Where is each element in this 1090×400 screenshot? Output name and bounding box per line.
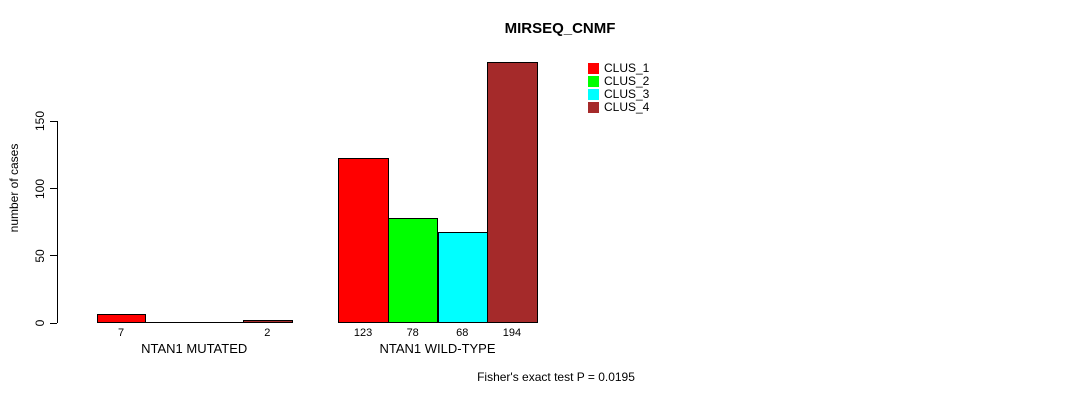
legend-label: CLUS_1 — [604, 61, 650, 75]
bar-value-label: 123 — [353, 327, 373, 339]
y-tick-mark — [50, 255, 57, 257]
bar-value-label: 2 — [264, 327, 271, 339]
bar-value-label: 7 — [118, 327, 125, 339]
x-category-label: NTAN1 MUTATED — [141, 341, 248, 356]
legend-label: CLUS_2 — [604, 74, 650, 88]
legend-item-clus_2: CLUS_2 — [588, 75, 649, 88]
legend-item-clus_3: CLUS_3 — [588, 88, 649, 101]
bar-value-label: 78 — [406, 327, 419, 339]
y-tick-label: 0 — [33, 319, 47, 327]
bar-clus_1-mutated — [96, 314, 147, 323]
legend-label: CLUS_3 — [604, 87, 650, 101]
legend-swatch-icon — [588, 76, 599, 87]
y-tick-label: 50 — [33, 249, 47, 263]
bar-value-label: 68 — [456, 327, 469, 339]
bar-clus_3-wildtype — [437, 232, 489, 323]
legend-swatch-icon — [588, 102, 599, 113]
x-category-label: NTAN1 WILD-TYPE — [379, 341, 496, 356]
zero-height-bar — [194, 322, 244, 323]
y-tick-mark — [50, 120, 57, 122]
legend-swatch-icon — [588, 89, 599, 100]
y-tick-label: 100 — [33, 178, 47, 199]
chart-title: MIRSEQ_CNMF — [504, 20, 616, 37]
y-axis-line — [57, 121, 58, 323]
y-tick-label: 150 — [33, 111, 47, 132]
bar-value-label: 194 — [502, 327, 522, 339]
y-tick-mark — [50, 188, 57, 190]
legend: CLUS_1 CLUS_2 CLUS_3 CLUS_4 — [588, 62, 649, 114]
y-axis-label: number of cases — [7, 143, 21, 233]
legend-item-clus_1: CLUS_1 — [588, 62, 649, 75]
zero-height-bar — [145, 322, 196, 323]
y-tick-mark — [50, 322, 57, 324]
bar-clus_1-wildtype — [338, 158, 389, 323]
legend-label: CLUS_4 — [604, 100, 650, 114]
legend-swatch-icon — [588, 63, 599, 74]
bar-clus_2-wildtype — [387, 218, 439, 323]
bar-clus_4-wildtype — [487, 62, 538, 323]
bar-clus_4-mutated — [242, 320, 293, 323]
legend-item-clus_4: CLUS_4 — [588, 101, 649, 114]
fisher-test-annotation: Fisher's exact test P = 0.0195 — [477, 370, 635, 384]
